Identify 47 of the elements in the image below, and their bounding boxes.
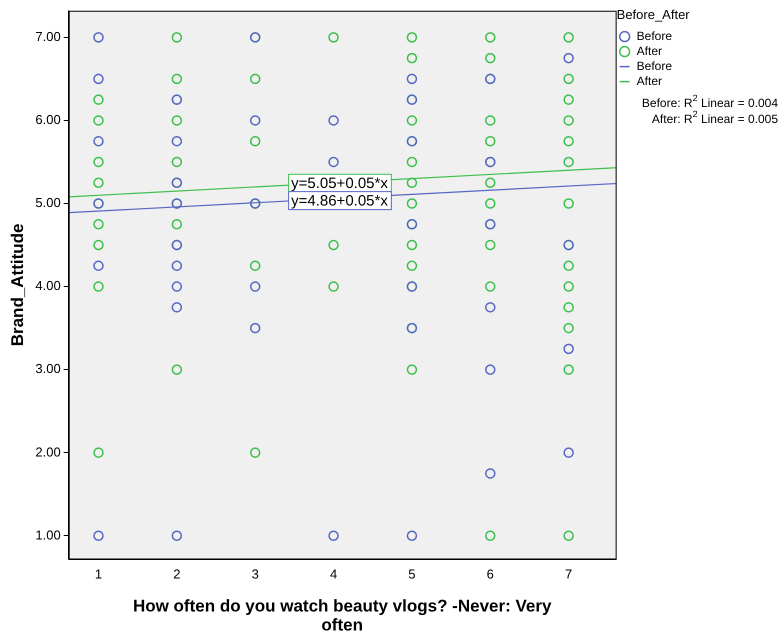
point — [328, 156, 339, 168]
legend-title: Before_After — [616, 7, 690, 22]
point — [172, 530, 182, 541]
point — [485, 302, 496, 313]
y-tick-label: 7.00 — [35, 28, 61, 44]
point — [406, 530, 418, 541]
x-tick-label: 1 — [94, 566, 102, 582]
legend-label: Before — [636, 28, 672, 43]
y-axis-title: Brand_Attitude — [8, 224, 27, 346]
point — [250, 322, 260, 334]
point — [93, 74, 104, 84]
point — [93, 136, 104, 146]
x-tick-label: 4 — [330, 566, 338, 582]
annotation: y=4.86+0.05*x — [291, 192, 388, 210]
point — [250, 115, 260, 126]
y-tick-label: 1.00 — [35, 527, 61, 542]
x-tick-label: 7 — [565, 566, 572, 582]
annotation: y=5.05+0.05*x — [291, 174, 388, 192]
x-tick-label: 3 — [252, 566, 259, 582]
y-tick-label: 4.00 — [35, 278, 61, 294]
point — [563, 52, 574, 64]
y-tick-label: 2.00 — [35, 444, 61, 460]
point — [485, 364, 496, 375]
point — [406, 74, 418, 84]
point — [93, 32, 104, 43]
legend-label: After — [636, 74, 662, 88]
point — [172, 136, 182, 146]
point — [172, 281, 182, 292]
point — [563, 344, 574, 354]
y-tick-label: 3.00 — [35, 361, 61, 376]
x-tick-label: 6 — [486, 566, 494, 582]
y-tick-label: 6.00 — [35, 112, 61, 128]
point — [328, 115, 339, 126]
legend-label: After — [636, 44, 662, 58]
point — [250, 281, 260, 292]
x-tick-label: 2 — [173, 566, 180, 582]
x-tick-label: 5 — [408, 566, 416, 582]
legend-label: Before — [636, 58, 672, 73]
point — [328, 530, 339, 541]
point — [172, 302, 182, 313]
x-axis-title: How often do you watch beauty vlogs? -Never: Very often — [132, 596, 552, 634]
point — [172, 260, 182, 272]
point — [485, 468, 496, 479]
point — [563, 447, 574, 458]
point — [93, 260, 104, 272]
point — [93, 530, 104, 541]
y-tick-label: 5.00 — [35, 195, 61, 210]
